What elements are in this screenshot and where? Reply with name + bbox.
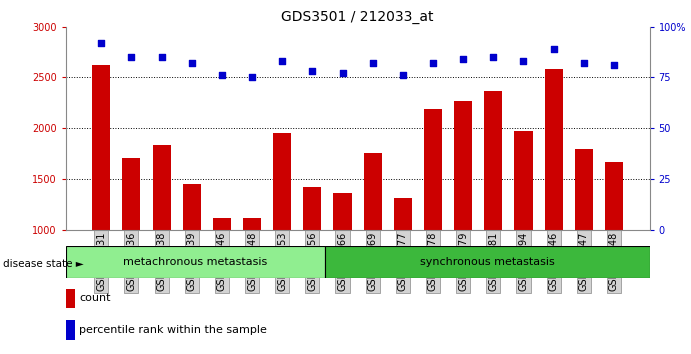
Point	[186, 60, 197, 66]
Bar	[92, 65, 111, 332]
Point	[578, 60, 589, 66]
Bar	[334, 193, 352, 332]
Text: synchronous metastasis: synchronous metastasis	[420, 257, 555, 267]
Point	[216, 73, 227, 78]
Point	[397, 73, 408, 78]
Point	[457, 56, 468, 62]
Point	[428, 60, 439, 66]
Bar	[182, 184, 201, 332]
Point	[548, 46, 559, 52]
Bar	[122, 158, 140, 332]
Bar	[303, 187, 321, 332]
FancyBboxPatch shape	[66, 246, 325, 278]
Point	[518, 58, 529, 64]
Bar	[363, 153, 381, 332]
Bar	[484, 91, 502, 332]
Text: count: count	[79, 293, 111, 303]
Point	[337, 70, 348, 76]
Bar	[514, 131, 533, 332]
Bar	[454, 101, 472, 332]
Bar	[243, 218, 261, 332]
Point	[247, 75, 258, 80]
Text: percentile rank within the sample: percentile rank within the sample	[79, 325, 267, 335]
Bar	[394, 198, 412, 332]
Bar	[545, 69, 562, 332]
Text: metachronous metastasis: metachronous metastasis	[123, 257, 267, 267]
Bar	[575, 149, 593, 332]
Point	[96, 40, 107, 46]
Point	[608, 62, 619, 68]
Point	[488, 54, 499, 60]
Bar	[213, 218, 231, 332]
Point	[307, 68, 318, 74]
FancyBboxPatch shape	[325, 246, 650, 278]
Bar	[153, 144, 171, 332]
Bar	[605, 162, 623, 332]
Point	[367, 60, 378, 66]
Point	[276, 58, 287, 64]
Bar	[424, 109, 442, 332]
Title: GDS3501 / 212033_at: GDS3501 / 212033_at	[281, 10, 434, 24]
Point	[156, 54, 167, 60]
Text: disease state ►: disease state ►	[3, 259, 84, 269]
Point	[126, 54, 137, 60]
Bar	[273, 133, 291, 332]
